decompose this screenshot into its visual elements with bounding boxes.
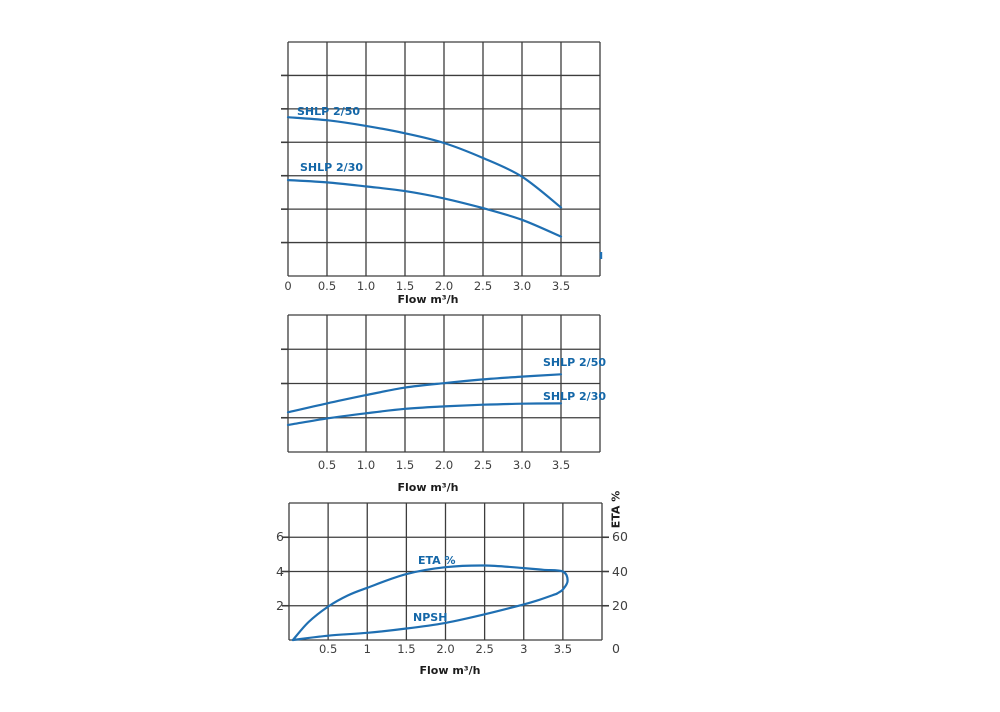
curve-shlp-2-30 [286, 402, 563, 426]
x-tick-label: 3.0 [512, 458, 532, 472]
head-chart-x-axis-title: Flow m³/h [397, 293, 459, 306]
x-tick-label: 1.0 [356, 279, 376, 293]
curve-shlp-2-50 [286, 373, 563, 414]
x-tick-label: 2.5 [475, 642, 494, 656]
y-left-tick-label: 2 [276, 597, 284, 613]
x-tick-label: 2.0 [434, 458, 454, 472]
curve-npsh [291, 592, 558, 642]
x-tick-label: 0 [284, 279, 292, 293]
chart-1-group [281, 314, 601, 453]
y-right-tick-label: 20 [612, 597, 628, 613]
y-left-tick-label: 6 [276, 529, 284, 545]
x-tick-label: 0.5 [317, 279, 337, 293]
y-left-tick-label: 4 [276, 563, 284, 579]
power-chart-x-axis-title: Flow m³/h [397, 481, 459, 494]
curve-label-shlp-2-50: SHLP 2/50 [297, 105, 361, 118]
eta-right-axis-title: ETA % [609, 490, 623, 529]
x-tick-label: 1.0 [356, 458, 376, 472]
y-right-tick-label: 0 [612, 641, 620, 656]
curve-shlp-2-30 [286, 179, 563, 238]
curve-eta- [291, 564, 569, 642]
curve-label-npsh: NPSH [413, 611, 448, 624]
x-tick-label: 2.0 [434, 279, 454, 293]
chart-2-group [282, 502, 609, 642]
chart-0-group [281, 41, 603, 277]
x-tick-label: 2.0 [436, 642, 455, 656]
eta-npsh-chart-x-axis-title: Flow m³/h [419, 664, 481, 677]
x-tick-label: 1.5 [395, 458, 415, 472]
curve-label-shlp-2-50: SHLP 2/50 [543, 356, 607, 369]
x-tick-label: 0.5 [317, 458, 337, 472]
curve-label-shlp-2-30: SHLP 2/30 [300, 161, 364, 174]
curve-label-eta-: ETA % [418, 554, 456, 567]
x-tick-label: 3.5 [551, 458, 571, 472]
x-tick-label: 2.5 [473, 279, 493, 293]
curve-shlp-2-50 [286, 116, 563, 209]
y-right-tick-label: 40 [612, 563, 628, 579]
x-tick-label: 3.0 [512, 279, 532, 293]
x-tick-label: 0.5 [318, 642, 338, 656]
curve-label-shlp-2-30: SHLP 2/30 [543, 390, 607, 403]
y-right-tick-label: 60 [612, 529, 628, 545]
x-tick-label: 1 [363, 642, 371, 656]
x-tick-label: 3.5 [553, 642, 573, 656]
x-tick-label: 3 [520, 642, 528, 656]
x-tick-label: 1.5 [395, 279, 415, 293]
x-tick-label: 2.5 [473, 458, 493, 472]
x-tick-label: 3.5 [551, 279, 571, 293]
x-tick-label: 1.5 [397, 642, 416, 656]
